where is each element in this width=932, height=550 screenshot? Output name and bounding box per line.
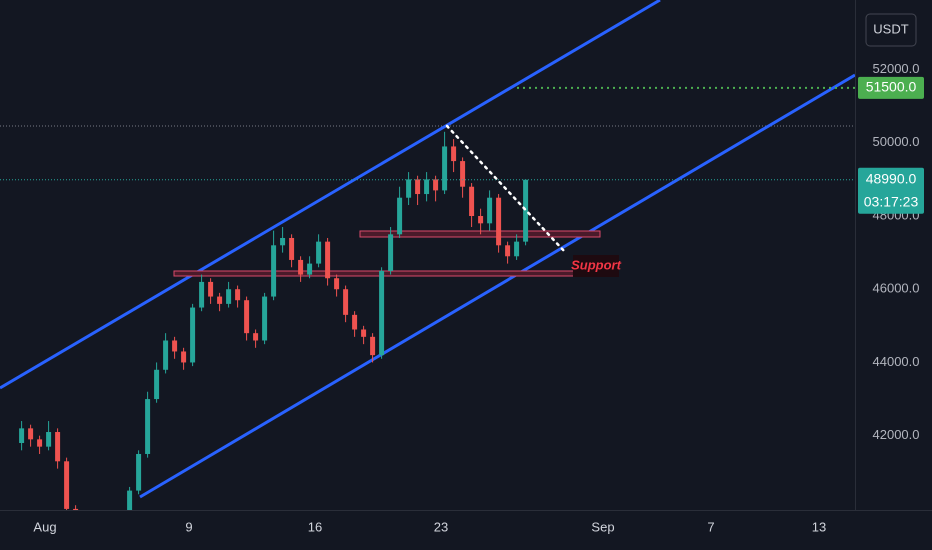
price-label: 51500.0	[866, 79, 917, 95]
candle-body	[442, 146, 448, 191]
candle-body	[397, 197, 403, 235]
candle-body	[406, 179, 412, 198]
candle-body	[343, 289, 349, 315]
price-label-box	[858, 167, 924, 214]
candle-body	[379, 270, 385, 356]
candle-body	[523, 179, 529, 242]
y-tick-label: 52000.0	[873, 61, 920, 76]
candle-body	[415, 179, 421, 195]
candle-body	[19, 428, 25, 444]
candle-body	[361, 329, 367, 337]
candle-body	[154, 369, 160, 400]
candle-body	[127, 490, 133, 510]
y-tick-label: 44000.0	[873, 354, 920, 369]
candle-body	[226, 289, 232, 304]
candle-body	[190, 307, 196, 363]
x-tick-label: Aug	[33, 519, 56, 534]
candle-body	[145, 399, 151, 454]
candle-body	[217, 296, 223, 304]
candle-body	[496, 197, 502, 246]
candle-body	[172, 340, 178, 352]
x-tick-label: Sep	[591, 519, 614, 534]
x-tick-label: 23	[434, 519, 448, 534]
channel-upper	[0, 0, 661, 390]
candle-body	[181, 351, 187, 363]
candle-body	[514, 241, 520, 257]
currency: USDT	[873, 21, 908, 36]
x-tick-label: 7	[707, 519, 714, 534]
candle-body	[505, 245, 511, 257]
candle-body	[46, 432, 52, 447]
candle-body	[478, 216, 484, 224]
drawings: Support	[445, 124, 622, 277]
candle-body	[289, 237, 295, 260]
x-tick-label: 13	[812, 519, 826, 534]
candle-body	[271, 245, 277, 297]
candle-body	[487, 197, 493, 224]
candle-body	[199, 281, 205, 308]
candle-body	[307, 263, 313, 275]
candle-body	[28, 428, 34, 440]
candle-body	[433, 179, 439, 191]
candle-body	[370, 336, 376, 356]
annotation: Support	[571, 257, 621, 272]
candle-body	[460, 161, 466, 187]
candle-body	[262, 296, 268, 341]
candle-body	[136, 453, 142, 491]
y-tick-label: 46000.0	[873, 281, 920, 296]
channel-lower	[139, 73, 855, 499]
candle-body	[208, 281, 214, 297]
candle-body	[451, 146, 457, 162]
candle-body	[298, 259, 304, 275]
plot-area	[0, 0, 855, 510]
price-label: 48990.0	[866, 170, 917, 186]
countdown: 03:17:23	[864, 193, 919, 209]
trend-line	[445, 124, 567, 254]
candle-body	[163, 340, 169, 370]
candle-body	[55, 432, 61, 462]
annotation-box	[573, 255, 619, 277]
candle-body	[37, 439, 43, 447]
support-zone	[173, 270, 576, 277]
candle-body	[424, 179, 430, 195]
currency-box[interactable]	[865, 13, 917, 47]
candle-body	[325, 241, 331, 279]
candle-body	[334, 278, 340, 290]
candle-body	[73, 508, 79, 510]
price-label-box	[858, 76, 924, 99]
candle-body	[352, 314, 358, 330]
candle-body	[316, 241, 322, 264]
y-tick-label: 50000.0	[873, 134, 920, 149]
candle-body	[280, 237, 286, 246]
candle-body	[244, 300, 250, 334]
candle-body	[253, 333, 259, 341]
candle-body	[388, 234, 394, 271]
resistance-zone	[359, 230, 601, 238]
x-tick-label: 9	[185, 519, 192, 534]
y-tick-label: 42000.0	[873, 427, 920, 442]
candle-body	[469, 186, 475, 217]
candle-body	[64, 461, 70, 509]
candle-body	[235, 289, 241, 301]
x-tick-label: 16	[308, 519, 322, 534]
